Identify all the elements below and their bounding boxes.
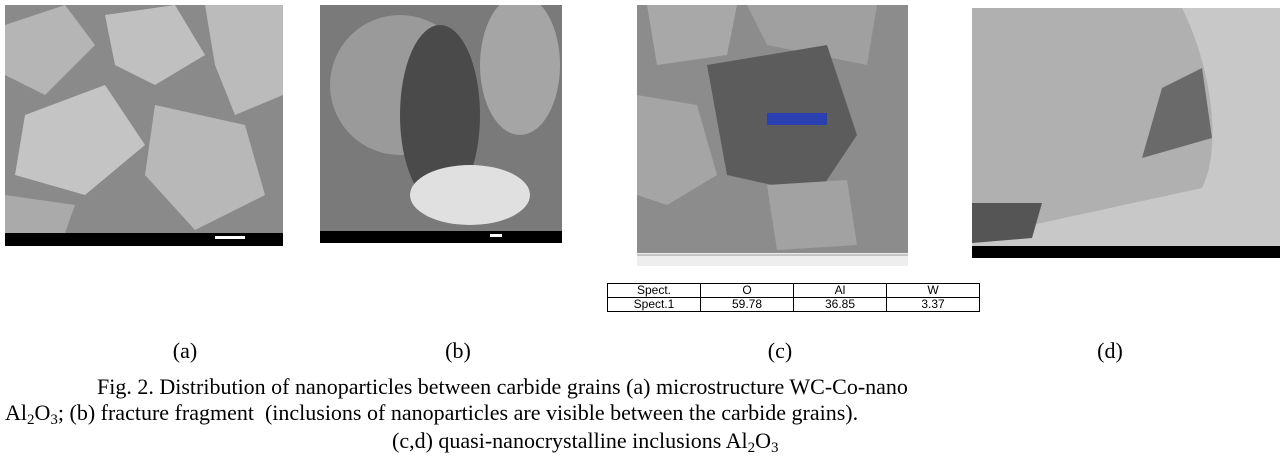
table-cell: Spect.1 <box>608 298 701 312</box>
caption-text: ; (b) fracture fragment (inclusions of n… <box>58 400 858 425</box>
caption-text: (c,d) quasi-nanocrystalline inclusions A… <box>392 428 748 453</box>
table-header-cell: Al <box>794 284 887 298</box>
sem-image-b <box>320 5 562 243</box>
caption-subscript: 3 <box>771 440 779 456</box>
table-header-cell: W <box>887 284 980 298</box>
table-header-cell: Spect. <box>608 284 701 298</box>
table-cell: 3.37 <box>887 298 980 312</box>
caption-text: Al <box>5 400 27 425</box>
table-cell: 59.78 <box>701 298 794 312</box>
sem-image-c <box>637 5 908 266</box>
caption-text: O <box>35 400 51 425</box>
caption-text: Fig. 2. Distribution of nanoparticles be… <box>97 374 908 399</box>
panel-label: (a) <box>155 338 215 364</box>
panel-label: (c) <box>750 338 810 364</box>
page: Spect.OAlWSpect.159.7836.853.37 (a)(b)(c… <box>0 0 1286 459</box>
table-header-cell: O <box>701 284 794 298</box>
panel-label: (b) <box>428 338 488 364</box>
caption-text: O <box>755 428 771 453</box>
caption-line: Al2O3; (b) fracture fragment (inclusions… <box>5 400 858 426</box>
caption-subscript: 2 <box>748 440 756 456</box>
sem-image-d <box>972 8 1280 258</box>
table-cell: 36.85 <box>794 298 887 312</box>
panel-label: (d) <box>1080 338 1140 364</box>
caption-line: Fig. 2. Distribution of nanoparticles be… <box>97 374 908 400</box>
sem-image-a <box>5 5 283 246</box>
caption-subscript: 2 <box>27 412 35 428</box>
caption-subscript: 3 <box>50 412 58 428</box>
caption-line: (c,d) quasi-nanocrystalline inclusions A… <box>392 428 778 454</box>
